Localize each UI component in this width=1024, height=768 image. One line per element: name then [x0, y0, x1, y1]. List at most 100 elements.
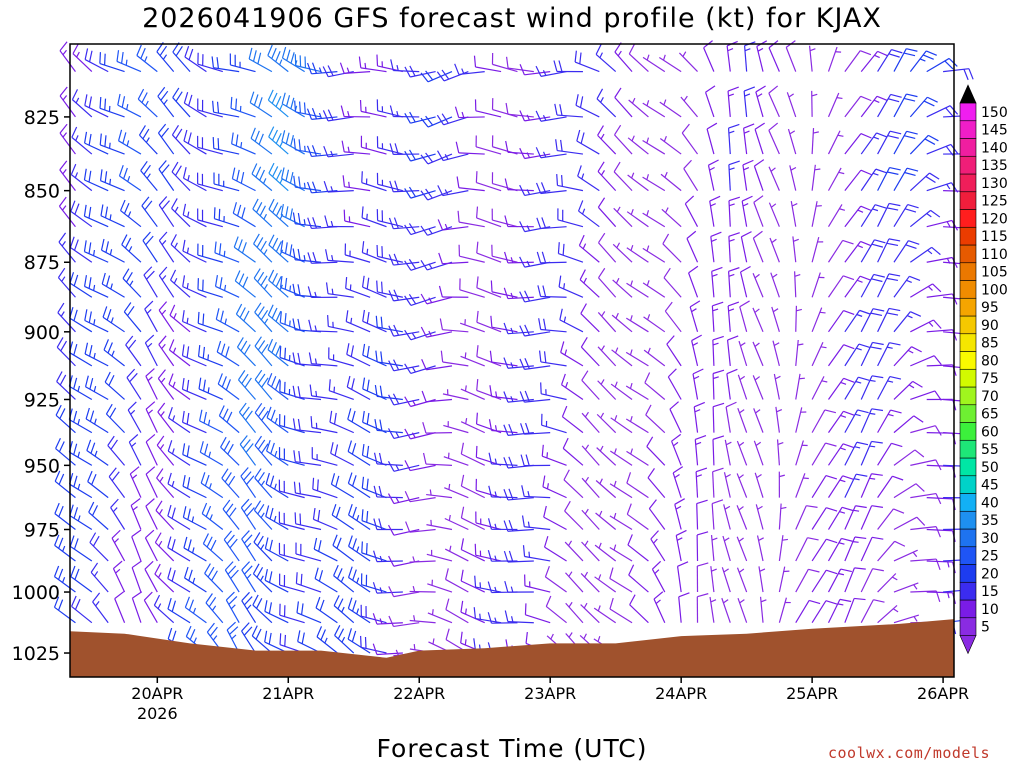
wind-barb [910, 390, 942, 401]
barb-half-feather [796, 308, 802, 312]
barb-feather [347, 440, 353, 452]
wind-barb [754, 122, 765, 155]
barb-feather [334, 625, 341, 636]
barb-feather [187, 132, 192, 144]
barb-feather [268, 571, 273, 583]
barb-staff [728, 200, 731, 227]
barb-staff [844, 473, 857, 498]
wind-barb [204, 563, 224, 593]
barb-feather [252, 563, 260, 575]
barb-feather [83, 204, 87, 217]
barb-feather [653, 591, 664, 600]
barb-feather [99, 96, 102, 109]
wind-barb [827, 598, 852, 623]
wind-barb [361, 206, 387, 228]
barb-staff [545, 605, 567, 624]
barb-staff [427, 612, 453, 624]
wind-barb [427, 579, 453, 593]
barb-half-feather [429, 489, 432, 496]
barb-feather [110, 439, 118, 450]
wind-barb [627, 534, 649, 562]
barb-staff [540, 190, 567, 195]
barb-feather [258, 133, 264, 145]
barb-half-feather [129, 280, 134, 286]
barb-staff [327, 153, 354, 158]
barb-staff [610, 383, 633, 400]
wind-barb [489, 385, 518, 401]
barb-staff [642, 139, 666, 155]
barb-staff [613, 171, 633, 192]
barb-feather [205, 505, 212, 517]
barb-half-feather [356, 514, 360, 521]
barb-feather [328, 379, 331, 391]
barb-feather [73, 410, 78, 423]
wind-barb [70, 565, 93, 593]
barb-staff [312, 457, 338, 466]
barb-staff [609, 608, 633, 624]
barb-feather [58, 196, 67, 207]
barb-half-feather [629, 415, 633, 422]
barb-feather [59, 374, 67, 386]
barb-staff [167, 547, 191, 562]
wind-barb [443, 452, 469, 466]
barb-staff [844, 598, 855, 623]
barb-feather [886, 242, 899, 247]
wind-barb [490, 315, 518, 333]
barb-feather [265, 472, 270, 485]
barb-staff [491, 429, 518, 434]
wind-barb [312, 507, 338, 531]
barb-half-feather [755, 441, 762, 447]
barb-staff [768, 166, 780, 191]
barb-feather [106, 309, 112, 321]
wind-barb [388, 615, 420, 628]
barb-staff [201, 513, 224, 530]
barb-feather [53, 565, 60, 577]
barb-feather [374, 419, 378, 431]
barb-staff [157, 411, 175, 434]
barb-feather [504, 215, 509, 227]
barb-feather [553, 60, 558, 72]
wind-barb [439, 318, 469, 333]
barb-feather [184, 566, 189, 579]
barb-staff [156, 444, 175, 466]
barb-half-feather [738, 474, 744, 479]
barb-half-feather [629, 315, 633, 321]
barb-staff [156, 51, 175, 72]
wind-barb [645, 404, 666, 434]
barb-feather [361, 541, 363, 553]
wind-barb [69, 307, 93, 333]
barb-feather [508, 488, 514, 500]
barb-staff [295, 223, 322, 228]
wind-barb [218, 405, 240, 434]
wind-barb [442, 389, 469, 401]
barb-feather [871, 440, 883, 444]
barb-feather [342, 175, 346, 187]
barb-half-feather [115, 568, 121, 574]
wind-barb [675, 529, 687, 562]
barb-staff [674, 504, 682, 530]
barb-feather [246, 475, 255, 485]
barb-half-feather [279, 213, 284, 220]
wind-barb [341, 140, 371, 155]
wind-barb [254, 403, 273, 434]
barb-feather [256, 567, 264, 578]
wind-barb [597, 125, 617, 155]
barb-half-feather [411, 333, 417, 339]
barb-feather [489, 350, 493, 363]
barb-staff [712, 406, 715, 433]
barb-feather [58, 232, 67, 243]
wind-barb [893, 549, 918, 562]
wind-barb [491, 172, 518, 192]
credit-link[interactable]: coolwx.com/models [828, 744, 991, 762]
barb-feather [394, 143, 399, 155]
barb-feather [488, 419, 493, 431]
barb-staff [844, 50, 861, 72]
wind-barb [294, 512, 322, 531]
wind-barb [88, 501, 109, 530]
barb-feather [104, 135, 107, 147]
barb-feather [806, 505, 818, 508]
barb-feather [561, 175, 563, 187]
barb-feather [170, 269, 177, 281]
barb-feather [284, 242, 288, 254]
barb-feather [107, 435, 115, 446]
